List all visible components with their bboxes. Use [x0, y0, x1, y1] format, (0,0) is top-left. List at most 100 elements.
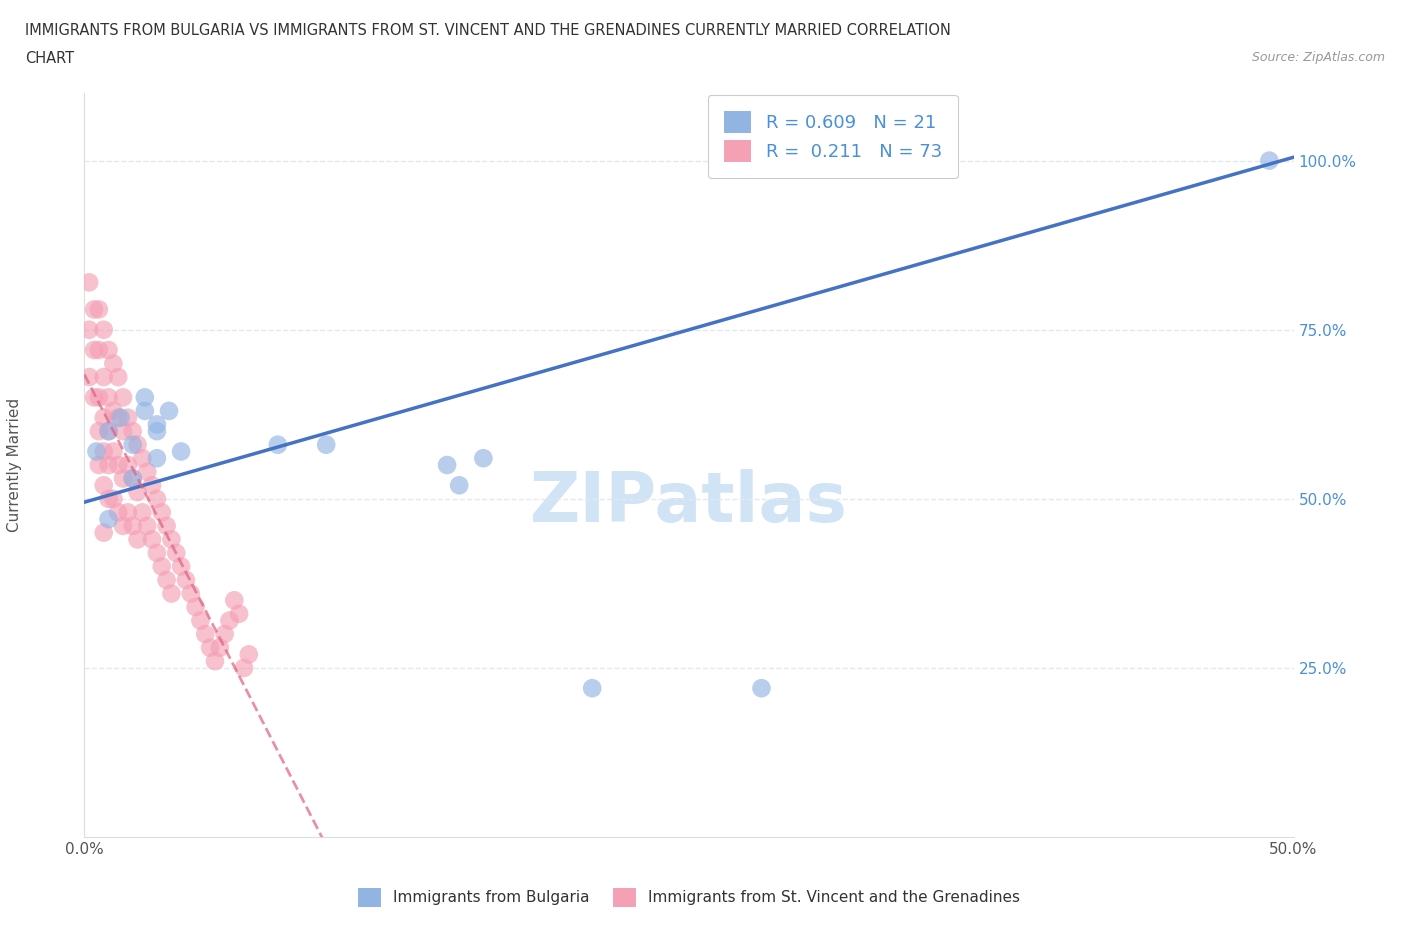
Point: [136, 464, 159, 479]
Point: [233, 660, 256, 675]
Point: [150, 559, 173, 574]
Point: [87, 302, 110, 317]
Point: [77, 369, 100, 384]
Point: [77, 275, 100, 290]
Point: [93, 478, 115, 493]
Point: [77, 323, 100, 338]
Point: [146, 424, 169, 439]
Point: [121, 437, 143, 452]
Text: ZIPatlas: ZIPatlas: [530, 469, 848, 536]
Point: [97, 424, 120, 439]
Point: [127, 485, 149, 499]
Point: [107, 410, 129, 425]
Point: [204, 654, 226, 669]
Point: [97, 491, 120, 506]
Point: [146, 491, 169, 506]
Point: [97, 512, 120, 526]
Point: [112, 472, 135, 486]
Point: [112, 518, 135, 533]
Point: [136, 518, 159, 533]
Y-axis label: Currently Married: Currently Married: [7, 398, 22, 532]
Point: [117, 505, 139, 520]
Point: [170, 559, 193, 574]
Point: [436, 458, 458, 472]
Point: [449, 478, 471, 493]
Point: [155, 573, 177, 588]
Point: [110, 410, 132, 425]
Point: [208, 640, 231, 655]
Point: [103, 444, 125, 458]
Point: [131, 451, 153, 466]
Text: IMMIGRANTS FROM BULGARIA VS IMMIGRANTS FROM ST. VINCENT AND THE GRENADINES CURRE: IMMIGRANTS FROM BULGARIA VS IMMIGRANTS F…: [25, 23, 952, 38]
Point: [1258, 153, 1281, 168]
Point: [228, 606, 250, 621]
Text: Source: ZipAtlas.com: Source: ZipAtlas.com: [1251, 51, 1385, 64]
Point: [131, 505, 153, 520]
Point: [198, 640, 221, 655]
Point: [157, 404, 180, 418]
Point: [165, 546, 187, 561]
Point: [238, 647, 260, 662]
Point: [107, 458, 129, 472]
Point: [170, 444, 193, 458]
Point: [160, 532, 183, 547]
Point: [86, 444, 108, 458]
Text: CHART: CHART: [25, 51, 75, 66]
Point: [93, 323, 115, 338]
Point: [83, 342, 105, 357]
Point: [103, 356, 125, 371]
Point: [97, 342, 120, 357]
Point: [218, 613, 240, 628]
Point: [121, 518, 143, 533]
Point: [472, 451, 495, 466]
Point: [141, 532, 163, 547]
Point: [751, 681, 773, 696]
Point: [103, 404, 125, 418]
Point: [97, 424, 120, 439]
Point: [93, 410, 115, 425]
Point: [315, 437, 337, 452]
Point: [224, 592, 246, 607]
Point: [214, 627, 236, 642]
Point: [83, 390, 105, 405]
Point: [146, 546, 169, 561]
Point: [150, 505, 173, 520]
Point: [87, 390, 110, 405]
Point: [121, 424, 143, 439]
Point: [267, 437, 290, 452]
Point: [581, 681, 603, 696]
Point: [146, 417, 169, 432]
Point: [112, 424, 135, 439]
Point: [93, 369, 115, 384]
Point: [121, 472, 143, 486]
Point: [93, 525, 115, 540]
Point: [127, 532, 149, 547]
Point: [141, 478, 163, 493]
Point: [174, 573, 197, 588]
Point: [134, 390, 156, 405]
Point: [87, 424, 110, 439]
Point: [117, 458, 139, 472]
Point: [103, 491, 125, 506]
Point: [155, 518, 177, 533]
Point: [134, 404, 156, 418]
Point: [87, 342, 110, 357]
Point: [194, 627, 217, 642]
Point: [107, 369, 129, 384]
Point: [190, 613, 212, 628]
Legend: Immigrants from Bulgaria, Immigrants from St. Vincent and the Grenadines: Immigrants from Bulgaria, Immigrants fro…: [352, 882, 1026, 912]
Point: [97, 390, 120, 405]
Point: [146, 451, 169, 466]
Point: [121, 472, 143, 486]
Point: [107, 505, 129, 520]
Point: [117, 410, 139, 425]
Point: [112, 390, 135, 405]
Point: [160, 586, 183, 601]
Point: [180, 586, 202, 601]
Point: [83, 302, 105, 317]
Point: [87, 458, 110, 472]
Point: [184, 600, 207, 615]
Point: [97, 458, 120, 472]
Point: [93, 444, 115, 458]
Point: [127, 437, 149, 452]
